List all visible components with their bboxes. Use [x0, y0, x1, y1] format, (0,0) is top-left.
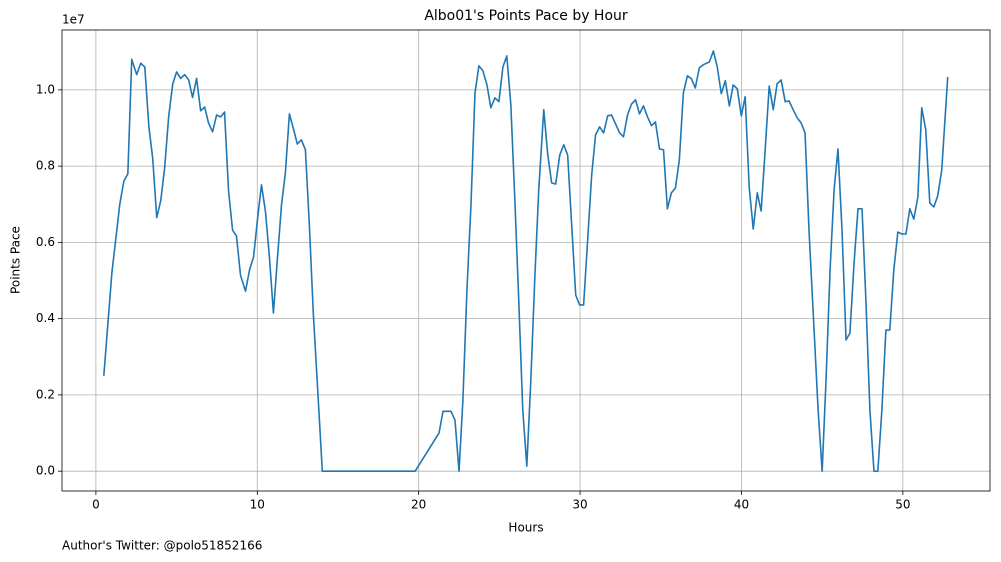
y-tick-label: 0.4 — [36, 311, 55, 325]
x-axis-label: Hours — [508, 521, 543, 535]
y-tick-label: 0.8 — [36, 159, 55, 173]
y-axis-label: Points Pace — [9, 226, 23, 294]
plot-frame — [61, 29, 991, 492]
chart-title: Albo01's Points Pace by Hour — [424, 8, 628, 24]
y-offset-label: 1e7 — [62, 13, 85, 27]
footer: Author's Twitter: @polo51852166 — [62, 539, 262, 553]
y-tick-label: 0.2 — [36, 387, 55, 401]
y-tick-label: 0.6 — [36, 235, 55, 249]
x-tick-label: 0 — [92, 498, 100, 512]
x-tick-label: 10 — [250, 498, 265, 512]
data-line — [103, 50, 949, 472]
x-tick-label: 50 — [895, 498, 910, 512]
x-tick-label: 20 — [411, 498, 426, 512]
y-tick-label: 0.0 — [36, 464, 55, 478]
x-tick-label: 40 — [734, 498, 749, 512]
y-tick-label: 1.0 — [36, 82, 55, 96]
x-tick-label: 30 — [572, 498, 587, 512]
